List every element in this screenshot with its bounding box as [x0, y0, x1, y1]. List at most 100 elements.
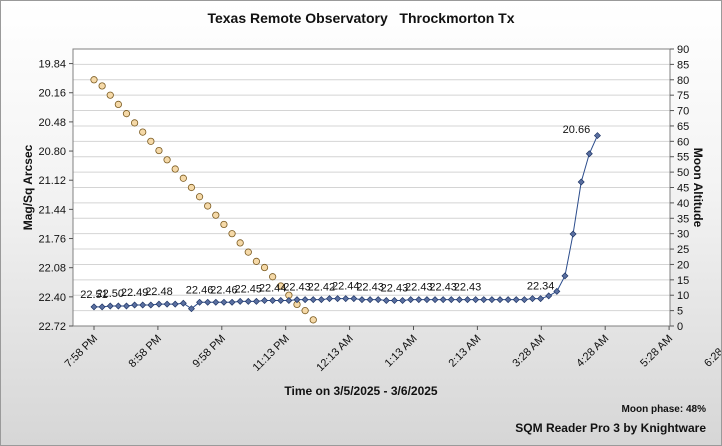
sqm-point	[407, 296, 415, 304]
x-tick-label: 1:13 AM	[383, 333, 420, 370]
moon-point	[147, 137, 155, 145]
x-tick-label: 5:28 AM	[638, 333, 675, 370]
moon-point	[179, 174, 187, 182]
sqm-point	[577, 178, 585, 186]
sqm-point	[423, 296, 431, 304]
data-label: 22.42	[308, 282, 336, 294]
sqm-point	[301, 296, 309, 304]
sqm-point	[553, 287, 561, 295]
moon-point	[114, 100, 122, 109]
x-tick-label: 9:58 PM	[190, 333, 227, 370]
data-label: 22.44	[259, 282, 287, 294]
data-label: 22.49	[121, 287, 149, 299]
sqm-point	[90, 303, 98, 311]
moon-point	[301, 307, 309, 315]
moon-point	[122, 110, 131, 118]
sqm-point	[277, 296, 285, 304]
y-right-tick-label: 45	[677, 183, 689, 195]
data-label: 22.34	[527, 281, 555, 293]
moon-point	[171, 165, 179, 173]
x-tick-label: 8:58 PM	[127, 333, 164, 370]
y-left-axis-label: Mag/Sq Arcsec	[21, 144, 35, 230]
sqm-point	[382, 296, 390, 304]
data-label: 22.43	[381, 282, 409, 294]
sqm-point	[520, 296, 528, 304]
y-left-tick-label: 22.72	[38, 321, 66, 333]
sqm-point	[122, 302, 130, 310]
y-right-tick-label: 85	[677, 59, 689, 71]
x-tick-label: 2:13 AM	[446, 333, 483, 370]
sqm-point	[545, 292, 553, 300]
data-label: 22.43	[405, 282, 433, 294]
sqm-point	[358, 296, 366, 304]
sqm-point	[325, 295, 333, 303]
sqm-point	[309, 296, 317, 304]
y-right-tick-label: 15	[677, 275, 689, 287]
moon-phase: Moon phase: 48%	[621, 404, 706, 415]
sqm-point	[220, 298, 228, 306]
data-label: 20.66	[563, 124, 591, 136]
data-label: 22.46	[186, 284, 214, 296]
chart-title: Texas Remote Observatory Throckmorton Tx	[207, 10, 515, 26]
sqm-point	[179, 299, 187, 307]
moon-point	[220, 220, 228, 229]
sqm-point	[204, 298, 212, 306]
sqm-point	[472, 296, 480, 304]
y-right-tick-label: 10	[677, 290, 689, 302]
y-right-axis-label: Moon Altitude	[691, 148, 705, 228]
sqm-point	[252, 297, 260, 305]
y-right-tick-label: 90	[677, 44, 689, 56]
y-right-tick-label: 55	[677, 152, 689, 164]
sqm-point	[528, 295, 536, 303]
moon-point	[269, 273, 277, 281]
x-tick-label: 3:28 AM	[510, 333, 547, 370]
sqm-point	[439, 296, 447, 304]
sqm-point	[399, 296, 407, 304]
data-label: 22.44	[332, 281, 360, 293]
sqm-point	[374, 296, 382, 304]
sqm-point	[366, 296, 374, 304]
sqm-point	[488, 296, 496, 304]
sqm-point	[236, 297, 244, 305]
sqm-point	[261, 296, 269, 304]
data-label: 22.43	[429, 282, 457, 294]
sqm-point	[504, 296, 512, 304]
y-left-tick-label: 20.16	[38, 88, 66, 100]
sqm-point	[163, 300, 171, 308]
y-right-tick-label: 60	[677, 136, 689, 148]
moon-point	[131, 119, 139, 127]
sqm-point	[415, 296, 423, 304]
moon-point	[106, 91, 114, 99]
sqm-point	[447, 296, 455, 304]
x-tick-label: 4:28 AM	[574, 333, 611, 370]
sqm-point	[228, 298, 236, 306]
moon-point	[204, 202, 212, 210]
sqm-point	[155, 300, 163, 308]
data-label: 22.45	[235, 283, 263, 295]
moon-point	[98, 82, 106, 90]
moon-point	[187, 183, 196, 192]
sqm-point	[106, 302, 114, 310]
moon-point	[155, 146, 163, 155]
sqm-point	[585, 150, 593, 158]
y-right-tick-label: 50	[677, 167, 689, 179]
sqm-point	[496, 296, 504, 304]
y-right-tick-label: 35	[677, 213, 689, 225]
x-axis-label: Time on 3/5/2025 - 3/6/2025	[284, 384, 438, 398]
y-left-tick-label: 22.40	[38, 292, 66, 304]
y-right-tick-label: 70	[677, 106, 689, 118]
y-right-tick-label: 25	[677, 244, 689, 256]
sqm-point	[569, 230, 577, 238]
sqm-point	[455, 296, 463, 304]
y-right-tick-label: 80	[677, 75, 689, 87]
y-left-tick-label: 20.48	[38, 117, 66, 129]
sqm-point	[171, 300, 179, 308]
data-label: 22.46	[210, 284, 238, 296]
sqm-point	[139, 301, 147, 309]
sqm-point	[512, 296, 520, 304]
y-right-tick-label: 30	[677, 229, 689, 241]
y-right-tick-label: 20	[677, 259, 689, 271]
sqm-point	[561, 272, 569, 280]
moon-point	[163, 156, 171, 164]
